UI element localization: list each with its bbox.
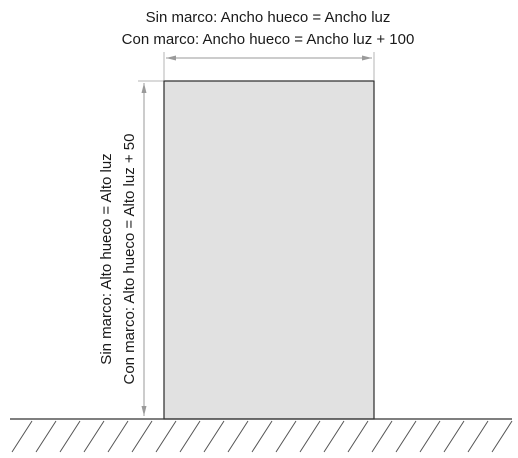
hatch-stroke bbox=[299, 420, 321, 453]
hatch-stroke bbox=[11, 420, 33, 453]
height-dimension bbox=[138, 80, 164, 416]
width-label-without-frame: Sin marco: Ancho hueco = Ancho luz bbox=[146, 9, 391, 26]
hatch-stroke bbox=[395, 420, 417, 453]
hatch-stroke bbox=[467, 420, 489, 453]
width-dimension bbox=[163, 52, 375, 80]
hatch-stroke bbox=[347, 420, 369, 453]
hatch-stroke bbox=[251, 420, 273, 453]
opening-rectangle bbox=[163, 80, 375, 420]
hatch-stroke bbox=[323, 420, 345, 453]
height-arrow-bottom bbox=[141, 406, 147, 416]
width-arrow-left bbox=[166, 55, 176, 61]
hatch-stroke bbox=[275, 420, 297, 453]
hatch-stroke bbox=[107, 420, 129, 453]
hatch-stroke bbox=[371, 420, 393, 453]
hatch-stroke bbox=[155, 420, 177, 453]
hatch-stroke bbox=[419, 420, 441, 453]
hatch-stroke bbox=[227, 420, 249, 453]
hatch-stroke bbox=[491, 420, 513, 453]
floor-hatching bbox=[11, 420, 513, 453]
height-arrow-top bbox=[141, 83, 147, 93]
hatch-stroke bbox=[443, 420, 465, 453]
hatch-stroke bbox=[83, 420, 105, 453]
hatch-stroke bbox=[131, 420, 153, 453]
hatch-stroke bbox=[35, 420, 57, 453]
width-arrow-right bbox=[362, 55, 372, 61]
width-label-with-frame: Con marco: Ancho hueco = Ancho luz + 100 bbox=[122, 31, 415, 48]
hatch-stroke bbox=[59, 420, 81, 453]
height-label-with-frame: Con marco: Alto hueco = Alto luz + 50 bbox=[121, 134, 138, 385]
height-label-without-frame: Sin marco: Alto hueco = Alto luz bbox=[98, 153, 115, 364]
hatch-stroke bbox=[203, 420, 225, 453]
hatch-stroke bbox=[179, 420, 201, 453]
